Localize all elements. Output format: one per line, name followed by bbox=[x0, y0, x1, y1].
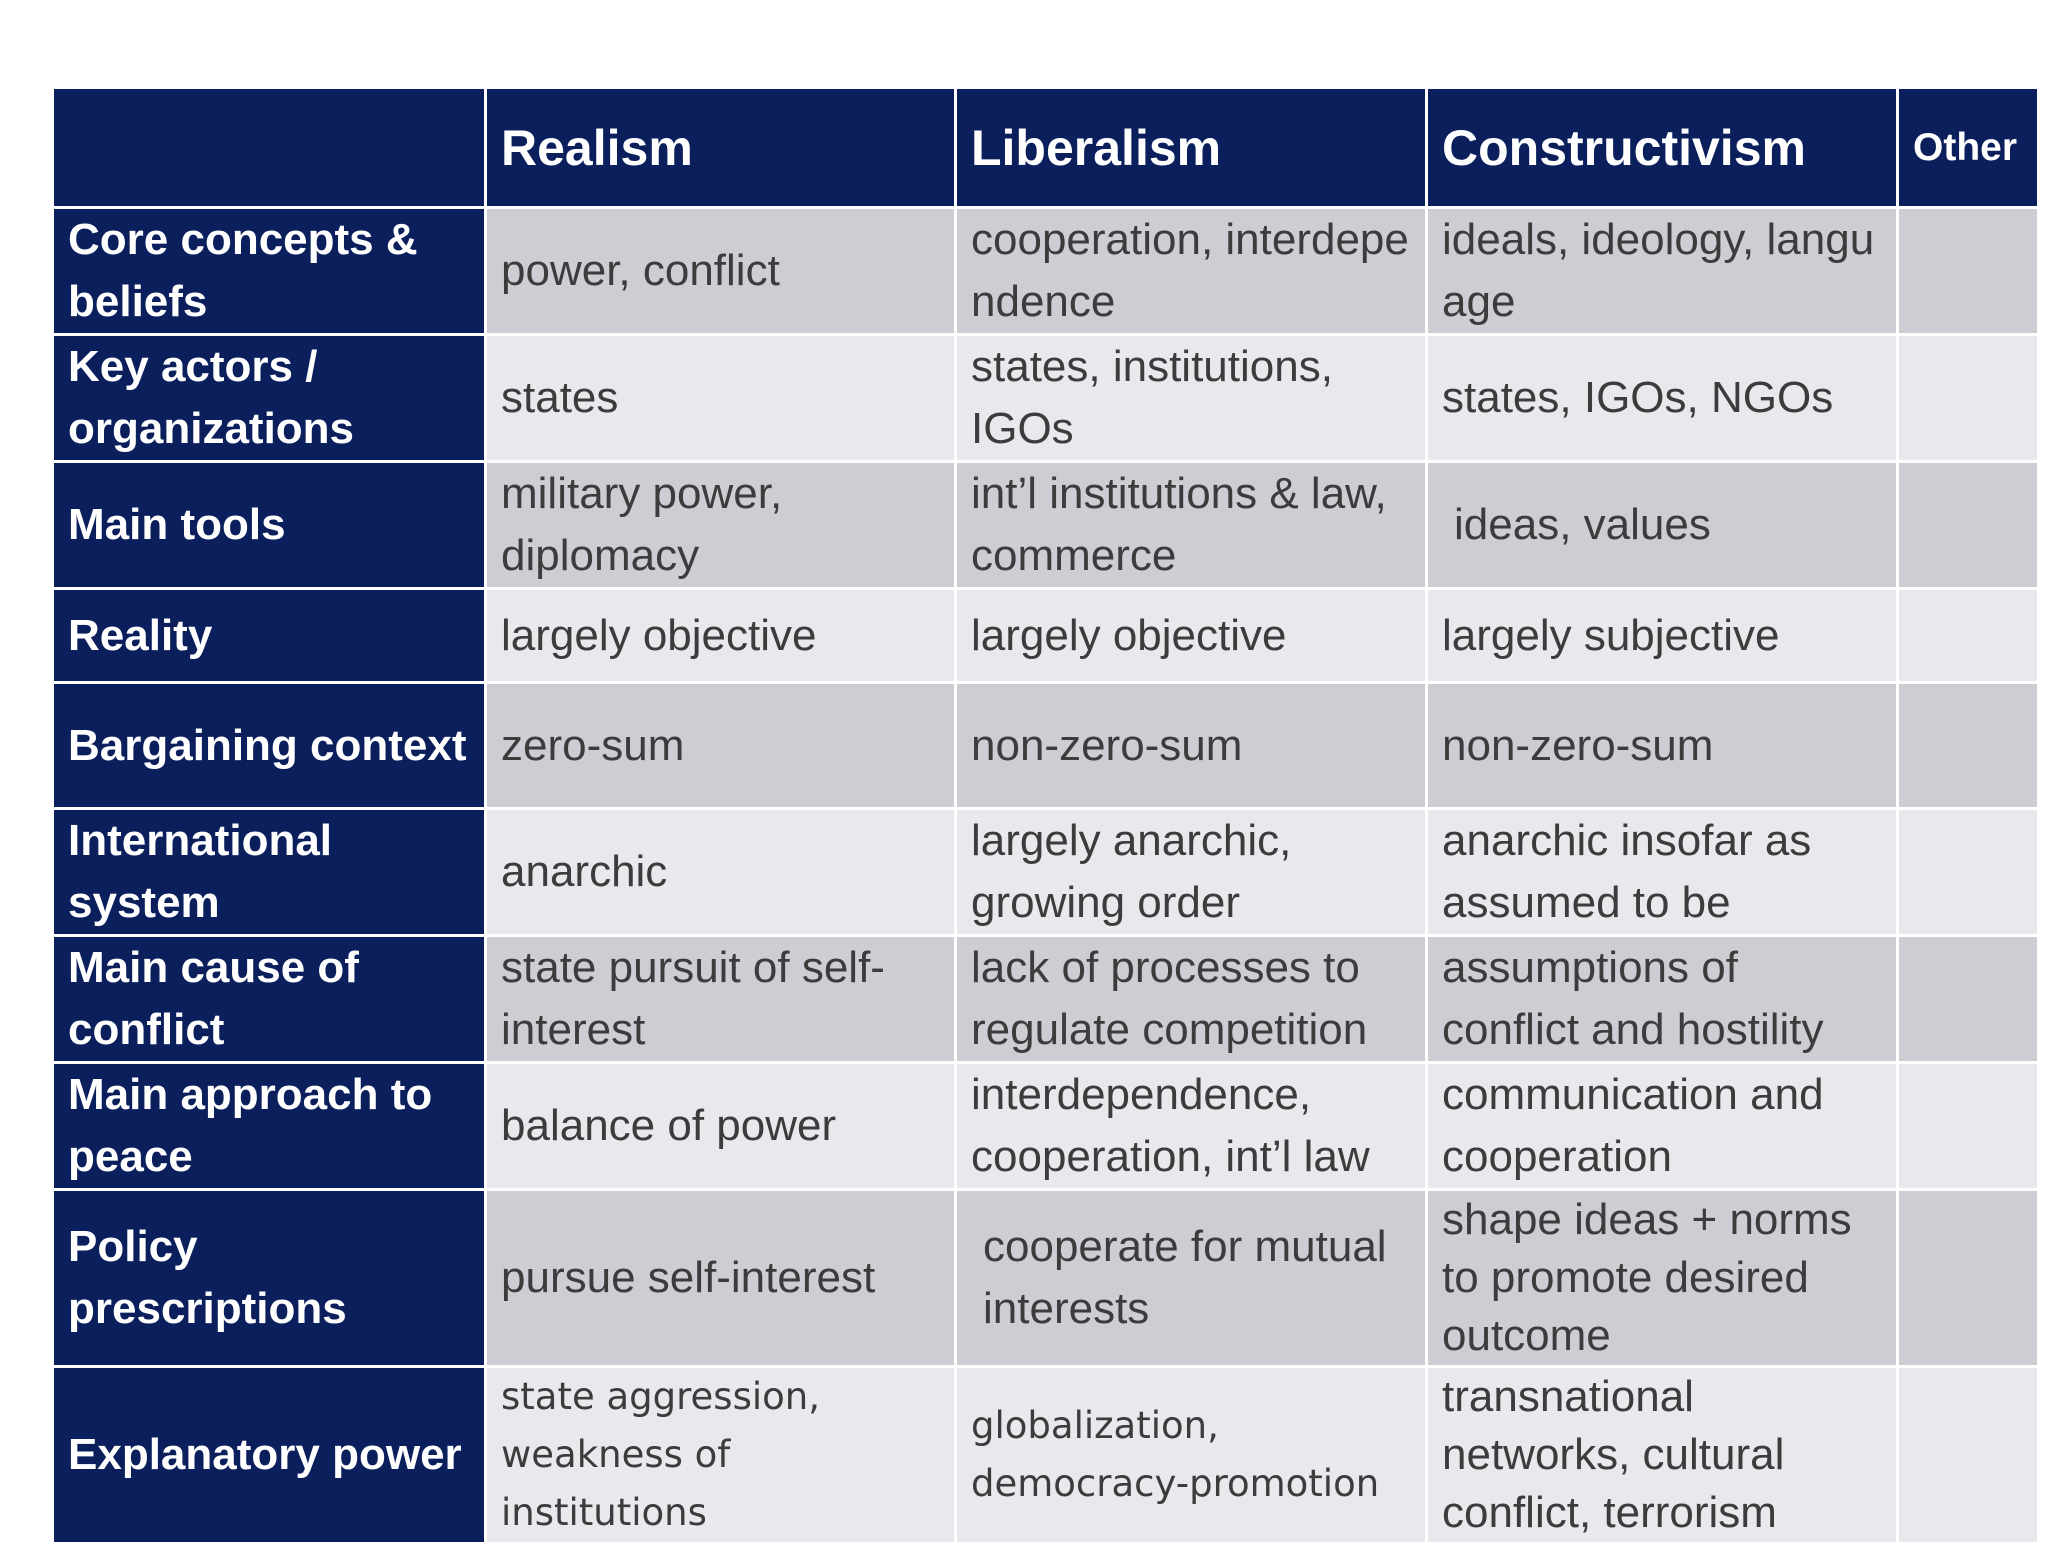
cell-other bbox=[1896, 1365, 2040, 1545]
cell-realism: balance of power bbox=[484, 1061, 957, 1191]
row-label: Key actors / organizations bbox=[51, 333, 487, 463]
row-label: Policy prescriptions bbox=[51, 1188, 487, 1368]
row-label: Explanatory power bbox=[51, 1365, 487, 1545]
cell-constructivism: shape ideas + norms to promote desired o… bbox=[1425, 1188, 1899, 1368]
cell-realism: state pursuit of self-interest bbox=[484, 934, 957, 1064]
theory-comparison-table: Realism Liberalism Constructivism Other … bbox=[51, 86, 2040, 1545]
header-cell-realism: Realism bbox=[484, 86, 957, 209]
cell-liberalism: largely anarchic, growing order bbox=[954, 807, 1428, 937]
header-cell-other: Other bbox=[1896, 86, 2040, 209]
cell-constructivism: assumptions of conflict and hostility bbox=[1425, 934, 1899, 1064]
cell-constructivism: anarchic insofar as assumed to be bbox=[1425, 807, 1899, 937]
cell-realism: military power, diplomacy bbox=[484, 460, 957, 590]
cell-other bbox=[1896, 460, 2040, 590]
cell-other bbox=[1896, 206, 2040, 336]
row-label: Main approach to peace bbox=[51, 1061, 487, 1191]
cell-realism: power, conflict bbox=[484, 206, 957, 336]
table-row: Bargaining context zero-sum non-zero-sum… bbox=[51, 681, 2040, 810]
cell-constructivism: largely subjective bbox=[1425, 587, 1899, 684]
cell-other bbox=[1896, 934, 2040, 1064]
cell-liberalism: largely objective bbox=[954, 587, 1428, 684]
cell-other bbox=[1896, 587, 2040, 684]
cell-liberalism: states, institutions, IGOs bbox=[954, 333, 1428, 463]
table-row: International system anarchic largely an… bbox=[51, 807, 2040, 937]
row-label: International system bbox=[51, 807, 487, 937]
cell-realism: anarchic bbox=[484, 807, 957, 937]
cell-liberalism: cooperation, interdependence bbox=[954, 206, 1428, 336]
cell-constructivism: ideals, ideology, language bbox=[1425, 206, 1899, 336]
header-cell-liberalism: Liberalism bbox=[954, 86, 1428, 209]
table-row: Key actors / organizations states states… bbox=[51, 333, 2040, 463]
cell-liberalism: non-zero-sum bbox=[954, 681, 1428, 810]
cell-realism: largely objective bbox=[484, 587, 957, 684]
cell-constructivism: non-zero-sum bbox=[1425, 681, 1899, 810]
table-row: Main approach to peace balance of power … bbox=[51, 1061, 2040, 1191]
cell-realism: state aggression, weakness of institutio… bbox=[484, 1365, 957, 1545]
cell-other bbox=[1896, 1061, 2040, 1191]
cell-liberalism: interdependence, cooperation, int’l law bbox=[954, 1061, 1428, 1191]
cell-other bbox=[1896, 681, 2040, 810]
cell-liberalism: globalization, democracy-promotion bbox=[954, 1365, 1428, 1545]
cell-realism: zero-sum bbox=[484, 681, 957, 810]
cell-constructivism: states, IGOs, NGOs bbox=[1425, 333, 1899, 463]
header-cell-constructivism: Constructivism bbox=[1425, 86, 1899, 209]
cell-realism: pursue self-interest bbox=[484, 1188, 957, 1368]
table-header-row: Realism Liberalism Constructivism Other bbox=[51, 86, 2040, 209]
cell-constructivism: transnational networks, cultural conflic… bbox=[1425, 1365, 1899, 1545]
row-label: Reality bbox=[51, 587, 487, 684]
row-label: Main cause of conflict bbox=[51, 934, 487, 1064]
cell-other bbox=[1896, 333, 2040, 463]
cell-realism: states bbox=[484, 333, 957, 463]
cell-liberalism: int’l institutions & law, commerce bbox=[954, 460, 1428, 590]
row-label: Core concepts & beliefs bbox=[51, 206, 487, 336]
cell-other bbox=[1896, 1188, 2040, 1368]
table-row: Policy prescriptions pursue self-interes… bbox=[51, 1188, 2040, 1368]
table-row: Main cause of conflict state pursuit of … bbox=[51, 934, 2040, 1064]
row-label: Bargaining context bbox=[51, 681, 487, 810]
cell-constructivism: ideas, values bbox=[1425, 460, 1899, 590]
cell-liberalism: cooperate for mutual interests bbox=[954, 1188, 1428, 1368]
row-label: Main tools bbox=[51, 460, 487, 590]
cell-constructivism: communication and cooperation bbox=[1425, 1061, 1899, 1191]
table-row: Reality largely objective largely object… bbox=[51, 587, 2040, 684]
table-row: Main tools military power, diplomacy int… bbox=[51, 460, 2040, 590]
table-row: Core concepts & beliefs power, conflict … bbox=[51, 206, 2040, 336]
header-cell-empty bbox=[51, 86, 487, 209]
table-row: Explanatory power state aggression, weak… bbox=[51, 1365, 2040, 1545]
cell-other bbox=[1896, 807, 2040, 937]
cell-liberalism: lack of processes to regulate competitio… bbox=[954, 934, 1428, 1064]
